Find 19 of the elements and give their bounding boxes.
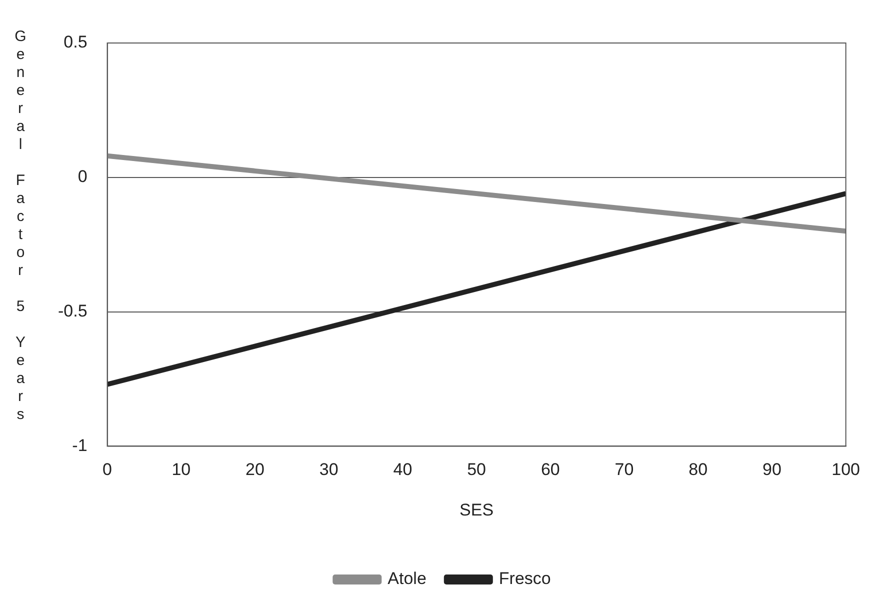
y-tick-label: -0.5: [58, 301, 88, 320]
x-tick-label: 20: [246, 460, 264, 480]
x-tick-label: 50: [467, 460, 486, 480]
x-tick-label: 40: [393, 460, 412, 480]
legend-label: Fresco: [498, 569, 551, 588]
y-tick-label: 0: [78, 167, 88, 186]
x-tick-label: 60: [540, 460, 560, 480]
x-tick-label: 10: [172, 460, 191, 480]
x-axis-title: SES: [460, 500, 494, 520]
x-tick-label: 0: [102, 460, 112, 480]
x-tick-label: 90: [762, 460, 782, 480]
y-axis-title: General Factor 5 Years: [12, 28, 29, 424]
x-tick-label: 70: [614, 460, 634, 480]
y-tick-label: 0.5: [64, 32, 88, 52]
y-tick-label: -1: [72, 436, 88, 455]
legend-label: Atole: [388, 569, 426, 588]
x-tick-label: 80: [688, 460, 708, 480]
x-tick-label: 100: [832, 460, 860, 480]
x-tick-label: 30: [319, 460, 338, 480]
